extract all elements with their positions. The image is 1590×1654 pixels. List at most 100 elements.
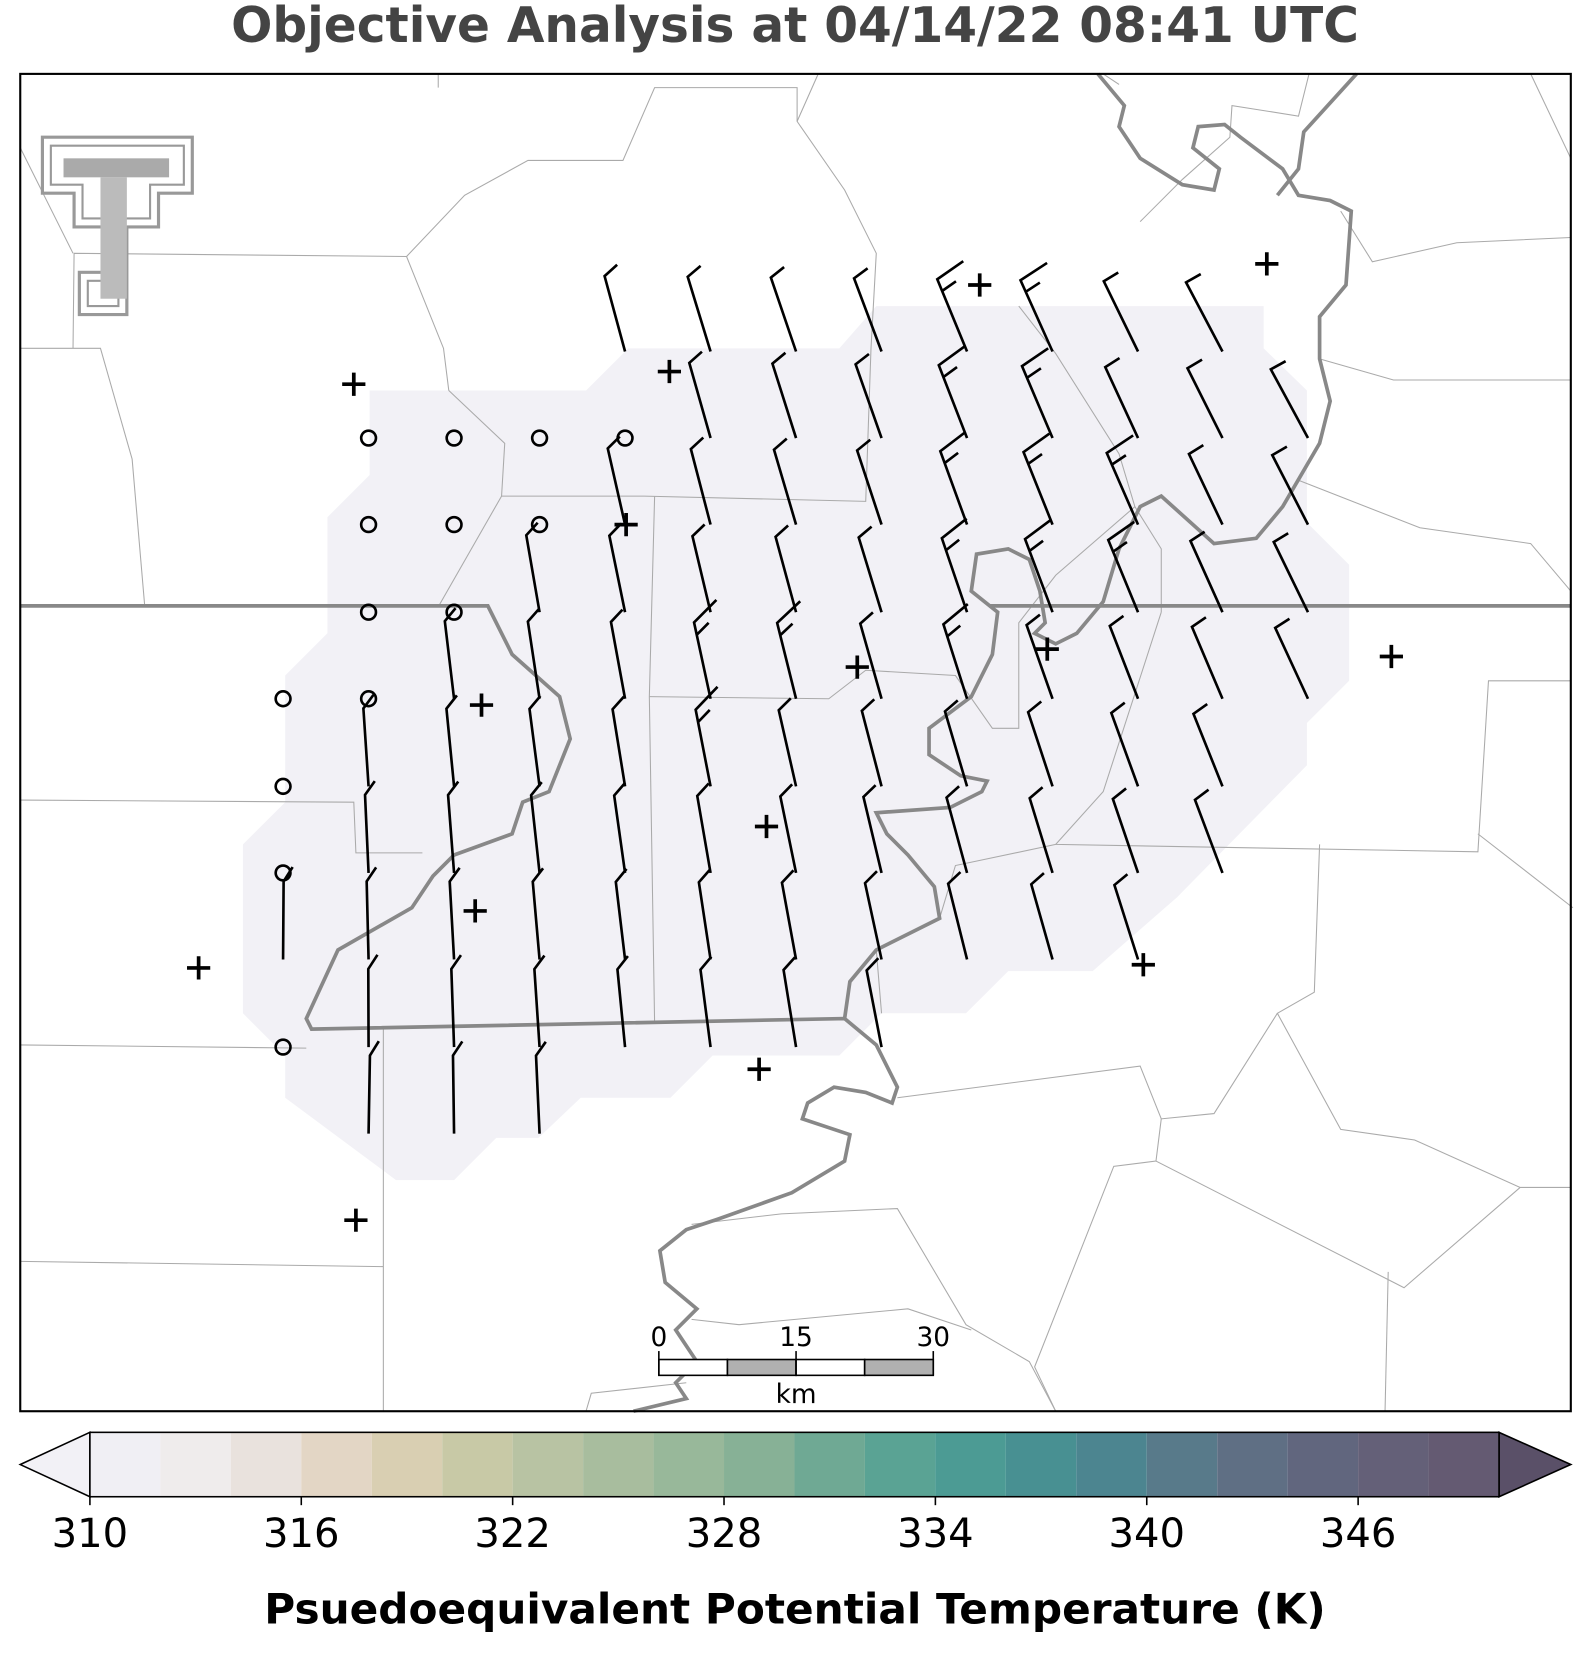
wind-barb bbox=[686, 264, 712, 352]
station-marker bbox=[342, 372, 366, 396]
wind-barb bbox=[938, 430, 969, 526]
wind-barb bbox=[528, 695, 542, 787]
colorbar-tick-label: 322 bbox=[474, 1511, 551, 1557]
wind-barb bbox=[365, 866, 378, 960]
wind-barb bbox=[534, 1041, 547, 1134]
calm-station bbox=[274, 777, 292, 796]
calm-station bbox=[274, 1038, 292, 1056]
station-marker bbox=[614, 512, 638, 537]
wind-barb bbox=[362, 694, 375, 787]
wind-barb bbox=[777, 697, 798, 787]
colorbar-segment bbox=[935, 1432, 1006, 1497]
wind-barb bbox=[692, 599, 718, 700]
wind-barb bbox=[529, 781, 543, 874]
wind-barb bbox=[941, 603, 969, 700]
wind-barb bbox=[443, 607, 457, 699]
river bbox=[842, 72, 1354, 1019]
wind-barb bbox=[694, 685, 719, 787]
colorbar-tick-label: 316 bbox=[263, 1511, 340, 1557]
calm-station bbox=[445, 515, 463, 534]
station-marker bbox=[747, 1057, 771, 1081]
scale-segment bbox=[726, 1358, 797, 1377]
wind-barb bbox=[606, 435, 627, 525]
wind-barb bbox=[607, 522, 627, 613]
wind-barb bbox=[857, 525, 883, 613]
colorbar-segment bbox=[583, 1432, 654, 1497]
colorbar-segment bbox=[1005, 1432, 1077, 1497]
colorbar-segment bbox=[301, 1432, 372, 1497]
calm-station bbox=[274, 690, 292, 708]
calm-station bbox=[530, 515, 549, 534]
wind-barb bbox=[1028, 786, 1054, 874]
wind-barb bbox=[780, 869, 798, 960]
calm-station bbox=[445, 429, 463, 447]
wind-barb bbox=[1026, 700, 1054, 787]
station-marker bbox=[657, 359, 682, 384]
wind-barb bbox=[946, 871, 969, 960]
calm-station bbox=[359, 515, 378, 534]
wind-barb bbox=[1023, 519, 1054, 613]
wind-barb bbox=[854, 352, 883, 439]
wind-barb bbox=[1102, 271, 1140, 353]
wind-barb bbox=[281, 866, 294, 960]
wind-barb bbox=[1191, 702, 1224, 787]
map: 0 15 30 km bbox=[19, 72, 1574, 1414]
colorbar-over bbox=[1498, 1431, 1573, 1498]
wind-barb bbox=[448, 867, 461, 960]
colorbar-frame bbox=[89, 1431, 1500, 1498]
colorbar-segment bbox=[1287, 1432, 1359, 1497]
wind-barb bbox=[1112, 873, 1140, 960]
colorbar-segment bbox=[864, 1432, 936, 1497]
colorbar-tick-label: 346 bbox=[1320, 1511, 1397, 1557]
title: Objective Analysis at 04/14/22 08:41 UTC bbox=[231, 0, 1359, 54]
colorbar-segment bbox=[512, 1432, 584, 1497]
wind-barb bbox=[612, 781, 627, 874]
scale-segment bbox=[795, 1358, 866, 1377]
wind-barb bbox=[1270, 445, 1310, 526]
wind-barb bbox=[1105, 434, 1140, 526]
wind-barb bbox=[778, 783, 798, 874]
station-marker bbox=[845, 655, 869, 679]
wind-barb bbox=[1021, 432, 1054, 526]
calm-station bbox=[359, 603, 378, 621]
wind-barb bbox=[1272, 532, 1310, 613]
wind-barb bbox=[695, 782, 712, 874]
colorbar-segment bbox=[1146, 1432, 1218, 1497]
wind-barb bbox=[533, 954, 546, 1048]
colorbar-segment bbox=[653, 1432, 725, 1497]
wind-barb bbox=[1188, 530, 1224, 613]
wind-barb bbox=[865, 957, 883, 1048]
colorbar-segment bbox=[160, 1432, 231, 1497]
colorbar-tick-label: 328 bbox=[686, 1511, 763, 1557]
colorbar-segment bbox=[1217, 1432, 1288, 1497]
wind-barb bbox=[852, 267, 883, 352]
scale-label: 15 bbox=[779, 1323, 813, 1353]
wind-barb bbox=[1111, 787, 1140, 874]
river bbox=[1275, 72, 1358, 197]
wind-barb bbox=[446, 780, 460, 874]
scale-unit: km bbox=[776, 1380, 817, 1410]
colorbar-segment bbox=[1358, 1432, 1429, 1497]
colorbar-tick-label: 340 bbox=[1108, 1511, 1185, 1557]
colorbar-segment bbox=[230, 1432, 302, 1497]
logo bbox=[40, 135, 194, 317]
wind-barb bbox=[614, 868, 628, 960]
colorbar-segment bbox=[1076, 1432, 1147, 1497]
wind-barb bbox=[940, 517, 969, 613]
wind-barb bbox=[609, 608, 627, 699]
colorbar: 310 316 322 328 334 340 346 bbox=[18, 1431, 1573, 1557]
scale-label: 30 bbox=[916, 1323, 950, 1353]
colorbar-segment bbox=[89, 1432, 161, 1497]
wind-barb bbox=[699, 955, 713, 1048]
wind-barb bbox=[1187, 443, 1224, 526]
wind-barb bbox=[1025, 613, 1054, 700]
calm-station bbox=[359, 429, 378, 447]
wind-barb bbox=[1190, 616, 1224, 700]
wind-barb bbox=[1269, 360, 1310, 439]
wind-barb bbox=[1273, 617, 1310, 700]
colorbar-tick-label: 310 bbox=[52, 1511, 129, 1557]
wind-barb bbox=[531, 867, 545, 960]
wind-barb bbox=[1020, 347, 1054, 439]
